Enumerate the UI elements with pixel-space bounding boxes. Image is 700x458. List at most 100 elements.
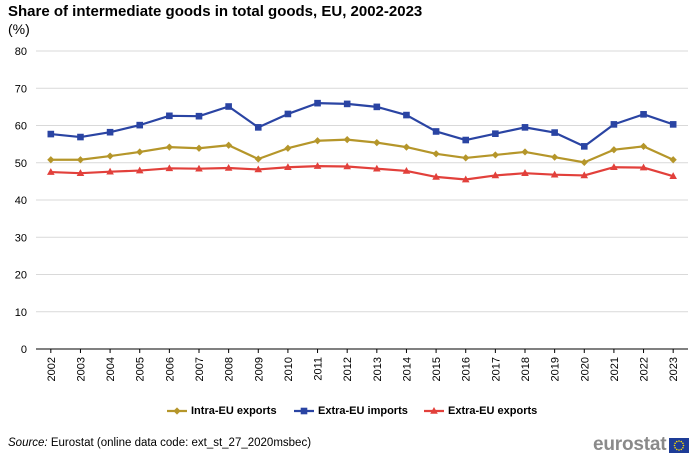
x-tick-label: 2019 xyxy=(550,357,562,381)
data-point xyxy=(610,163,618,171)
data-point xyxy=(580,158,588,166)
legend-label: Extra-EU exports xyxy=(448,405,538,417)
data-point xyxy=(135,166,144,174)
x-tick-label: 2014 xyxy=(401,357,413,381)
data-point xyxy=(225,103,232,110)
x-tick-label: 2017 xyxy=(490,357,502,381)
data-point xyxy=(195,112,203,120)
data-point xyxy=(639,163,648,171)
x-tick-label: 2013 xyxy=(372,357,384,381)
x-tick-label: 2010 xyxy=(283,357,295,381)
data-point xyxy=(254,124,262,131)
data-point xyxy=(402,166,411,174)
x-tick-label: 2003 xyxy=(75,357,87,381)
data-point xyxy=(580,143,588,150)
data-point xyxy=(432,150,440,158)
data-point xyxy=(47,156,55,164)
data-point xyxy=(610,146,618,154)
data-point xyxy=(77,133,84,141)
data-point xyxy=(76,169,85,176)
x-tick-label: 2020 xyxy=(579,357,591,381)
data-point xyxy=(550,170,559,178)
data-point xyxy=(432,128,440,135)
data-point xyxy=(195,164,203,172)
series-extra-eu-imports xyxy=(47,99,677,150)
legend-marker xyxy=(300,407,308,415)
data-point xyxy=(254,165,263,173)
data-point xyxy=(224,163,233,171)
series-extra-eu-exports xyxy=(47,162,677,183)
y-tick-label: 70 xyxy=(15,83,27,95)
legend-swatch-icon xyxy=(424,407,444,414)
data-point xyxy=(521,169,529,176)
x-tick-label: 2004 xyxy=(105,357,117,381)
series-intra-eu-exports xyxy=(47,136,677,166)
x-tick-label: 2002 xyxy=(46,357,58,381)
legend: Intra-EU exports Extra-EU imports Extra-EU… xyxy=(0,405,700,423)
data-point xyxy=(313,162,322,169)
data-point xyxy=(284,110,292,118)
data-point xyxy=(313,137,322,145)
data-point xyxy=(669,121,677,128)
data-point xyxy=(373,164,381,172)
data-point xyxy=(284,163,292,171)
data-point xyxy=(669,156,677,164)
x-tick-label: 2011 xyxy=(313,357,325,381)
data-point xyxy=(165,143,173,151)
y-tick-label: 80 xyxy=(15,46,27,58)
x-tick-label: 2022 xyxy=(639,357,651,381)
legend-label: Extra-EU imports xyxy=(318,405,408,417)
x-tick-label: 2007 xyxy=(194,357,206,381)
data-point xyxy=(343,100,351,108)
eurostat-logo: eurostat xyxy=(593,434,690,456)
data-point xyxy=(461,175,470,183)
data-point xyxy=(343,162,351,170)
chart-title: Share of intermediate goods in total goo… xyxy=(8,3,423,20)
data-point xyxy=(640,111,647,118)
legend-swatch-icon xyxy=(167,407,187,415)
x-tick-label: 2006 xyxy=(164,357,176,381)
x-axis-ticks: 2002 2003 2004 2005 2006 2007 2008 2009 2010 2011… xyxy=(46,349,680,381)
data-point xyxy=(47,168,55,175)
data-point xyxy=(166,112,173,120)
data-point xyxy=(432,172,440,180)
x-tick-label: 2023 xyxy=(668,357,680,381)
data-point xyxy=(106,152,114,160)
data-point xyxy=(373,103,381,111)
data-point xyxy=(106,128,114,136)
data-point xyxy=(521,148,529,156)
y-tick-label: 30 xyxy=(15,232,27,244)
series-line xyxy=(50,102,674,148)
data-point xyxy=(402,143,411,151)
x-tick-label: 2009 xyxy=(253,357,265,381)
y-tick-label: 50 xyxy=(15,158,27,170)
data-point xyxy=(491,171,500,179)
x-tick-label: 2015 xyxy=(431,357,443,381)
data-point xyxy=(462,154,470,162)
data-point xyxy=(462,136,470,144)
source-note: Source: Eurostat (online data code: ext_… xyxy=(8,437,311,449)
y-axis-ticks: 0 10 20 30 40 50 60 70 80 xyxy=(15,46,27,356)
y-tick-label: 0 xyxy=(21,344,27,356)
grid-layer xyxy=(36,50,688,350)
data-point xyxy=(491,151,499,159)
x-tick-label: 2012 xyxy=(342,357,354,381)
data-point xyxy=(551,153,559,161)
data-point xyxy=(314,99,321,107)
x-tick-label: 2005 xyxy=(135,357,147,381)
data-point xyxy=(76,156,85,164)
legend-item: Intra-EU exports xyxy=(166,405,277,417)
legend-item: Extra-EU imports xyxy=(293,405,408,417)
source-label: Source: xyxy=(8,437,48,449)
data-point xyxy=(225,141,233,149)
y-tick-label: 40 xyxy=(15,195,27,207)
data-point xyxy=(165,164,174,172)
data-point xyxy=(254,155,262,163)
y-tick-label: 10 xyxy=(15,307,27,319)
data-point xyxy=(195,144,203,152)
legend-item: Extra-EU exports xyxy=(423,405,537,417)
legend-swatch-icon xyxy=(294,407,314,415)
data-point xyxy=(551,129,558,136)
x-tick-label: 2008 xyxy=(224,357,236,381)
legend-marker xyxy=(430,407,438,414)
